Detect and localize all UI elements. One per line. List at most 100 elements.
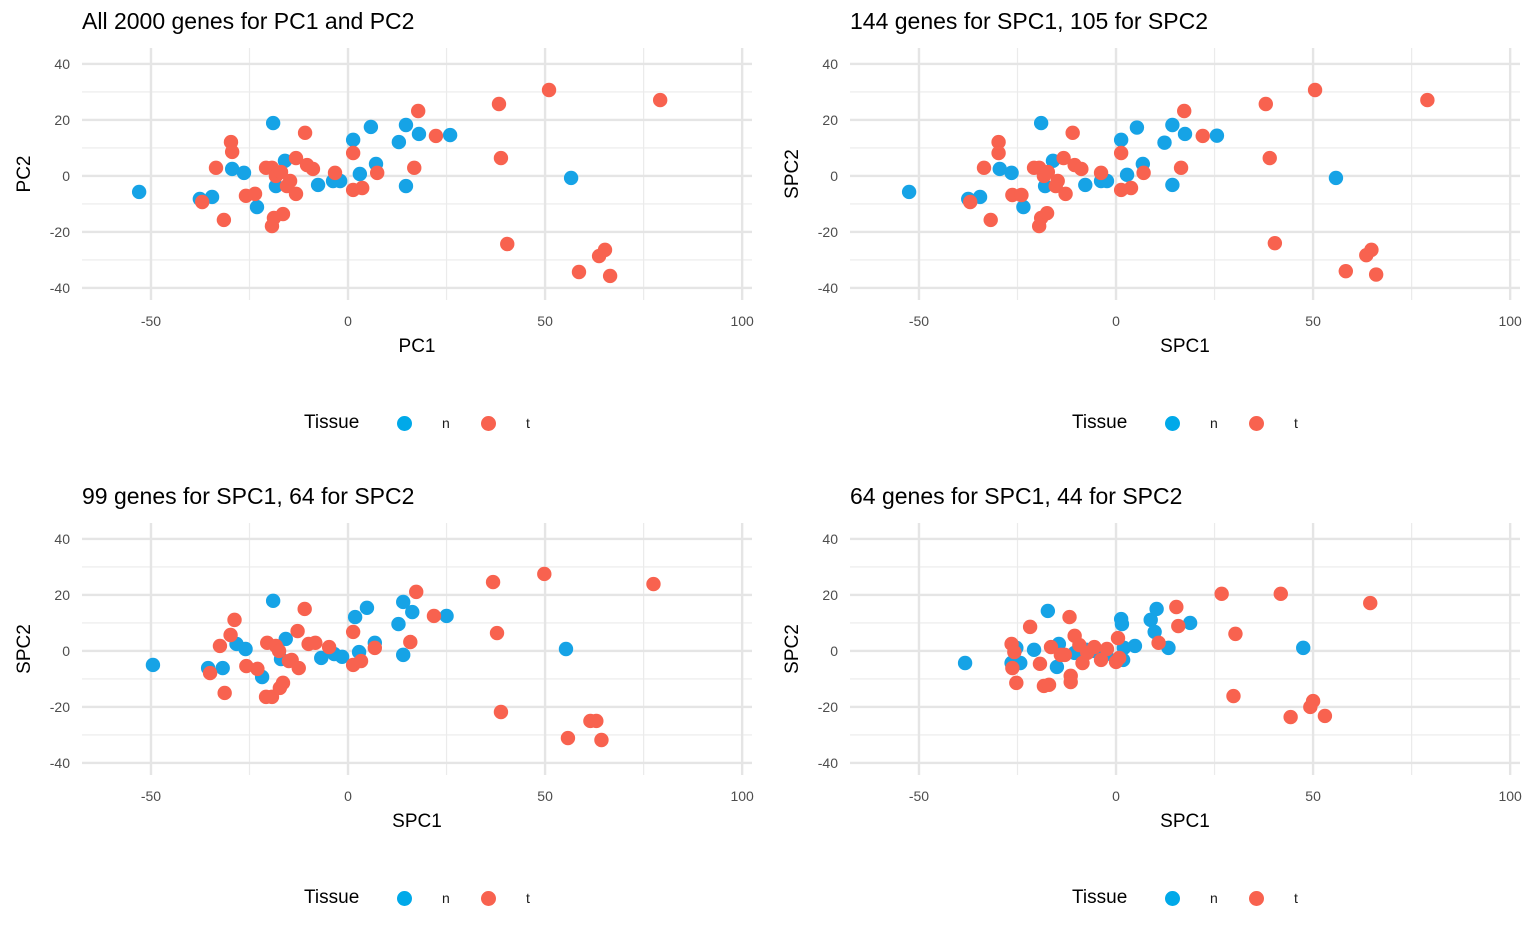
data-point-n: [1209, 128, 1225, 143]
data-point-t: [602, 268, 618, 284]
y-tick-label: 0: [62, 643, 70, 659]
data-point-t: [1368, 267, 1384, 282]
data-point-t: [345, 145, 361, 161]
data-point-t: [273, 164, 289, 180]
legend-label-n: n: [1210, 890, 1218, 906]
x-tick-label: 0: [344, 313, 352, 329]
data-point-t: [208, 160, 224, 176]
data-point-n: [1049, 659, 1065, 675]
data-point-n: [1040, 603, 1056, 619]
data-point-t: [288, 186, 304, 202]
data-point-t: [1195, 128, 1210, 144]
data-point-t: [355, 180, 370, 196]
data-point-n: [1119, 167, 1135, 183]
minor-gridlines: [850, 523, 1520, 775]
data-point-t: [1258, 96, 1273, 112]
data-point-n: [145, 657, 161, 673]
data-point-t: [288, 150, 304, 166]
data-point-t: [1364, 242, 1379, 258]
y-tick-label: 40: [54, 531, 70, 547]
data-point-t: [537, 566, 552, 582]
legend: Tissue n t: [768, 408, 1536, 438]
data-point-t: [409, 584, 424, 600]
data-point-t: [282, 173, 298, 189]
data-point-t: [223, 627, 238, 643]
data-point-n: [1165, 177, 1180, 193]
chart-title: 99 genes for SPC1, 64 for SPC2: [82, 483, 415, 509]
data-point-t: [321, 639, 337, 655]
major-gridlines: [82, 48, 752, 300]
legend-label-t: t: [1294, 415, 1298, 431]
data-point-t: [1041, 677, 1057, 693]
data-point-t: [224, 144, 240, 160]
data-point-n: [1026, 642, 1042, 658]
data-point-n: [957, 655, 973, 671]
data-point-t: [275, 675, 291, 691]
x-tick-label: -50: [909, 788, 929, 804]
legend-key-n: [397, 891, 412, 906]
data-point-t: [1226, 688, 1241, 704]
y-axis-label: SPC2: [782, 624, 803, 674]
data-point-t: [297, 125, 313, 141]
data-point-t: [1058, 186, 1073, 202]
data-point-t: [428, 128, 444, 144]
scatter-plot: -50 0 50 100 -40 -20 0 20 40 SPC1 SPC2: [782, 523, 1522, 832]
data-point-n: [411, 126, 427, 142]
series-t: [1004, 586, 1378, 725]
legend-label-n: n: [442, 415, 450, 431]
legend-key-n: [397, 416, 412, 431]
data-point-t: [271, 643, 287, 659]
data-point-t: [1173, 160, 1189, 176]
data-point-t: [541, 82, 557, 98]
data-point-t: [589, 713, 604, 729]
data-point-n: [563, 170, 579, 186]
x-tick-label: 0: [344, 788, 352, 804]
data-point-n: [1182, 615, 1198, 631]
legend-key-t: [481, 891, 496, 906]
data-point-t: [258, 689, 274, 705]
data-point-n: [1078, 177, 1093, 193]
x-tick-label: 50: [1305, 788, 1321, 804]
data-point-t: [1056, 150, 1071, 166]
chart-title: All 2000 genes for PC1 and PC2: [82, 8, 415, 34]
data-point-n: [1129, 120, 1145, 135]
legend-label-n: n: [442, 890, 450, 906]
legend-key-t: [481, 416, 496, 431]
data-point-t: [983, 212, 998, 228]
legend-key-t: [1249, 416, 1264, 431]
legend: Tissue n t: [768, 883, 1536, 913]
legend-title: Tissue: [1072, 887, 1128, 908]
data-point-t: [1074, 161, 1089, 177]
data-point-t: [646, 576, 661, 592]
data-point-n: [405, 604, 420, 620]
y-tick-label: -40: [818, 280, 838, 296]
data-point-n: [1177, 126, 1193, 142]
y-tick-label: -20: [50, 699, 70, 715]
data-point-n: [363, 119, 379, 135]
data-point-t: [410, 103, 426, 119]
data-point-n: [265, 593, 281, 609]
data-point-t: [212, 638, 228, 654]
scatter-plot: -50 0 50 100 -40 -20 0 20 40 SPC1 SPC2: [14, 523, 754, 832]
y-axis-label: SPC2: [14, 624, 35, 674]
data-point-n: [1033, 115, 1049, 131]
data-point-t: [485, 574, 501, 590]
legend-title: Tissue: [304, 412, 360, 433]
data-point-n: [1328, 170, 1344, 186]
chart-title: 144 genes for SPC1, 105 for SPC2: [850, 8, 1208, 34]
data-point-t: [1113, 145, 1129, 161]
y-tick-label: 40: [822, 56, 838, 72]
data-point-t: [1136, 165, 1151, 181]
x-tick-label: 100: [730, 313, 754, 329]
y-tick-label: 40: [54, 56, 70, 72]
data-point-n: [396, 594, 411, 610]
data-point-t: [297, 601, 312, 617]
data-point-t: [195, 194, 210, 210]
data-point-n: [236, 165, 252, 181]
data-point-t: [217, 685, 232, 701]
data-point-t: [1267, 235, 1283, 251]
data-point-t: [991, 134, 1006, 150]
data-point-n: [352, 166, 368, 182]
data-point-t: [1057, 647, 1072, 663]
data-point-t: [1009, 675, 1024, 691]
